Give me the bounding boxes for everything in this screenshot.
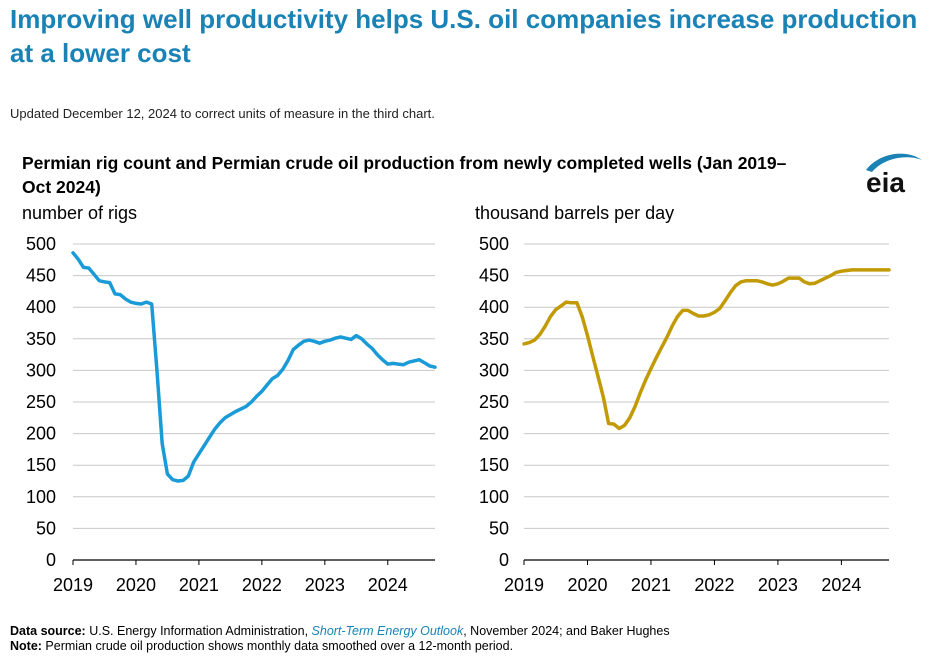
left-y-tick-label: 500	[26, 234, 56, 254]
right-y-tick-label: 500	[479, 234, 509, 254]
right-y-tick-label: 50	[489, 518, 509, 538]
left-x-tick-label: 2022	[242, 575, 282, 595]
right-x-tick-label: 2020	[567, 575, 607, 595]
right-series-line	[522, 268, 891, 431]
data-source-footnote: Data source: U.S. Energy Information Adm…	[10, 624, 670, 639]
left-y-tick-label: 250	[26, 392, 56, 412]
left-y-tick-label: 400	[26, 297, 56, 317]
note-text: Permian crude oil production shows month…	[41, 639, 514, 653]
right-y-tick-label: 250	[479, 392, 509, 412]
right-y-tick-label: 100	[479, 487, 509, 507]
data-source-label: Data source:	[10, 624, 86, 638]
data-source-text-1: U.S. Energy Information Administration,	[85, 624, 312, 638]
right-y-tick-label: 0	[499, 550, 509, 570]
right-x-tick-label: 2021	[631, 575, 671, 595]
left-x-tick-label: 2023	[305, 575, 345, 595]
left-x-tick-label: 2021	[179, 575, 219, 595]
left-y-tick-label: 300	[26, 360, 56, 380]
right-x-tick-label: 2023	[758, 575, 798, 595]
right-y-tick-label: 400	[479, 297, 509, 317]
right-chart-unit-label: thousand barrels per day	[475, 203, 675, 223]
right-y-tick-label: 150	[479, 455, 509, 475]
eia-logo-swoosh	[866, 153, 922, 172]
right-y-tick-label: 350	[479, 329, 509, 349]
left-y-tick-label: 100	[26, 487, 56, 507]
right-x-tick-label: 2024	[821, 575, 861, 595]
note-footnote: Note: Permian crude oil production shows…	[10, 639, 513, 654]
left-y-tick-label: 200	[26, 424, 56, 444]
left-chart-unit-label: number of rigs	[22, 203, 138, 223]
left-x-tick-label: 2019	[53, 575, 93, 595]
left-x-tick-label: 2020	[116, 575, 156, 595]
eia-logo: eia	[866, 153, 922, 196]
eia-logo-text: eia	[866, 167, 905, 196]
note-label: Note:	[10, 639, 42, 653]
chart-title: Permian rig count and Permian crude oil …	[22, 153, 787, 197]
steo-link[interactable]: Short-Term Energy Outlook	[311, 624, 464, 638]
right-y-tick-label: 200	[479, 424, 509, 444]
headline: Improving well productivity helps U.S. o…	[10, 4, 918, 68]
left-series-line	[71, 251, 437, 483]
right-y-tick-label: 300	[479, 360, 509, 380]
left-y-tick-label: 350	[26, 329, 56, 349]
left-y-tick-label: 0	[46, 550, 56, 570]
right-x-tick-label: 2022	[694, 575, 734, 595]
left-y-tick-label: 50	[36, 518, 56, 538]
update-note: Updated December 12, 2024 to correct uni…	[10, 106, 435, 121]
right-y-tick-label: 450	[479, 266, 509, 286]
data-source-text-2: , November 2024; and Baker Hughes	[463, 624, 670, 638]
left-y-tick-label: 450	[26, 266, 56, 286]
right-x-tick-label: 2019	[504, 575, 544, 595]
left-y-tick-label: 150	[26, 455, 56, 475]
left-x-tick-label: 2024	[368, 575, 408, 595]
